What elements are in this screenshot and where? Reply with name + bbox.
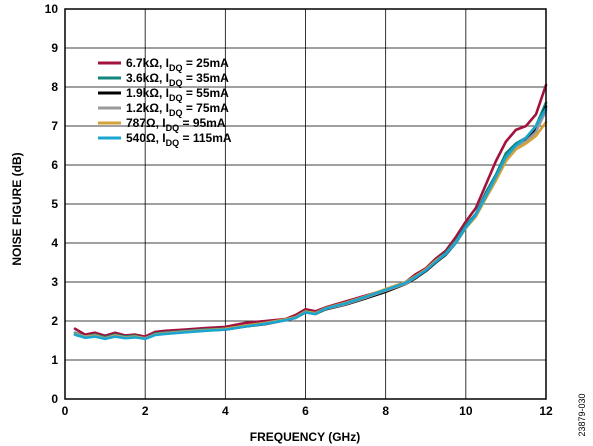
y-tick-label: 0 [51, 392, 58, 406]
x-tick-label: 6 [302, 404, 309, 418]
x-tick-label: 2 [142, 404, 149, 418]
legend-label: 3.6kΩ, IDQ = 35mA [126, 71, 229, 88]
legend-label-main: 787Ω, I [126, 116, 166, 130]
legend-label-tail: = 95mA [179, 116, 226, 130]
y-tick-label: 7 [51, 119, 58, 133]
legend-label-tail: = 25mA [182, 56, 229, 70]
y-tick-label: 3 [51, 275, 58, 289]
y-tick-label: 5 [51, 197, 58, 211]
y-tick-label: 6 [51, 158, 58, 172]
legend-label-subscript: DQ [169, 78, 183, 88]
legend-label-subscript: DQ [166, 123, 180, 133]
legend-label-tail: = 115mA [179, 131, 232, 145]
x-tick-label: 12 [539, 404, 553, 418]
legend-label-main: 1.2kΩ, I [126, 101, 169, 115]
figure-id: 23879-030 [577, 393, 587, 436]
x-tick-label: 0 [62, 404, 69, 418]
series-lines [73, 83, 548, 341]
legend-label-tail: = 55mA [182, 86, 229, 100]
y-axis-title: NOISE FIGURE (dB) [10, 152, 24, 265]
y-tick-label: 8 [51, 80, 58, 94]
x-tick-label: 10 [459, 404, 473, 418]
legend-label-subscript: DQ [169, 63, 183, 73]
y-tick-label: 2 [51, 314, 58, 328]
legend-label: 540Ω, IDQ = 115mA [126, 131, 232, 148]
y-tick-label: 10 [45, 2, 59, 16]
y-axis-ticks: 0 1 2 3 4 5 6 7 8 9 10 [45, 2, 59, 406]
legend-label-main: 6.7kΩ, I [126, 56, 169, 70]
legend-label: 1.9kΩ, IDQ = 55mA [126, 86, 229, 103]
legend-label-tail: = 35mA [182, 71, 229, 85]
legend-label-subscript: DQ [166, 138, 180, 148]
y-tick-label: 9 [51, 41, 58, 55]
legend-label: 6.7kΩ, IDQ = 25mA [126, 56, 229, 73]
legend-label-subscript: DQ [169, 93, 183, 103]
y-tick-label: 4 [51, 236, 58, 250]
legend-label: 787Ω, IDQ = 95mA [126, 116, 226, 133]
series-line [73, 107, 548, 341]
legend-label-tail: = 75mA [182, 101, 229, 115]
x-axis-ticks: 0 2 4 6 8 10 12 [62, 404, 553, 418]
x-axis-title: FREQUENCY (GHz) [250, 430, 360, 444]
legend-label-main: 540Ω, I [126, 131, 166, 145]
legend-label-subscript: DQ [169, 108, 183, 118]
x-tick-label: 8 [382, 404, 389, 418]
x-tick-label: 4 [222, 404, 229, 418]
legend-label-main: 3.6kΩ, I [126, 71, 169, 85]
y-tick-label: 1 [51, 353, 58, 367]
legend-label: 1.2kΩ, IDQ = 75mA [126, 101, 229, 118]
plot-frame [64, 8, 547, 400]
legend-label-main: 1.9kΩ, I [126, 86, 169, 100]
series-line [73, 120, 548, 340]
